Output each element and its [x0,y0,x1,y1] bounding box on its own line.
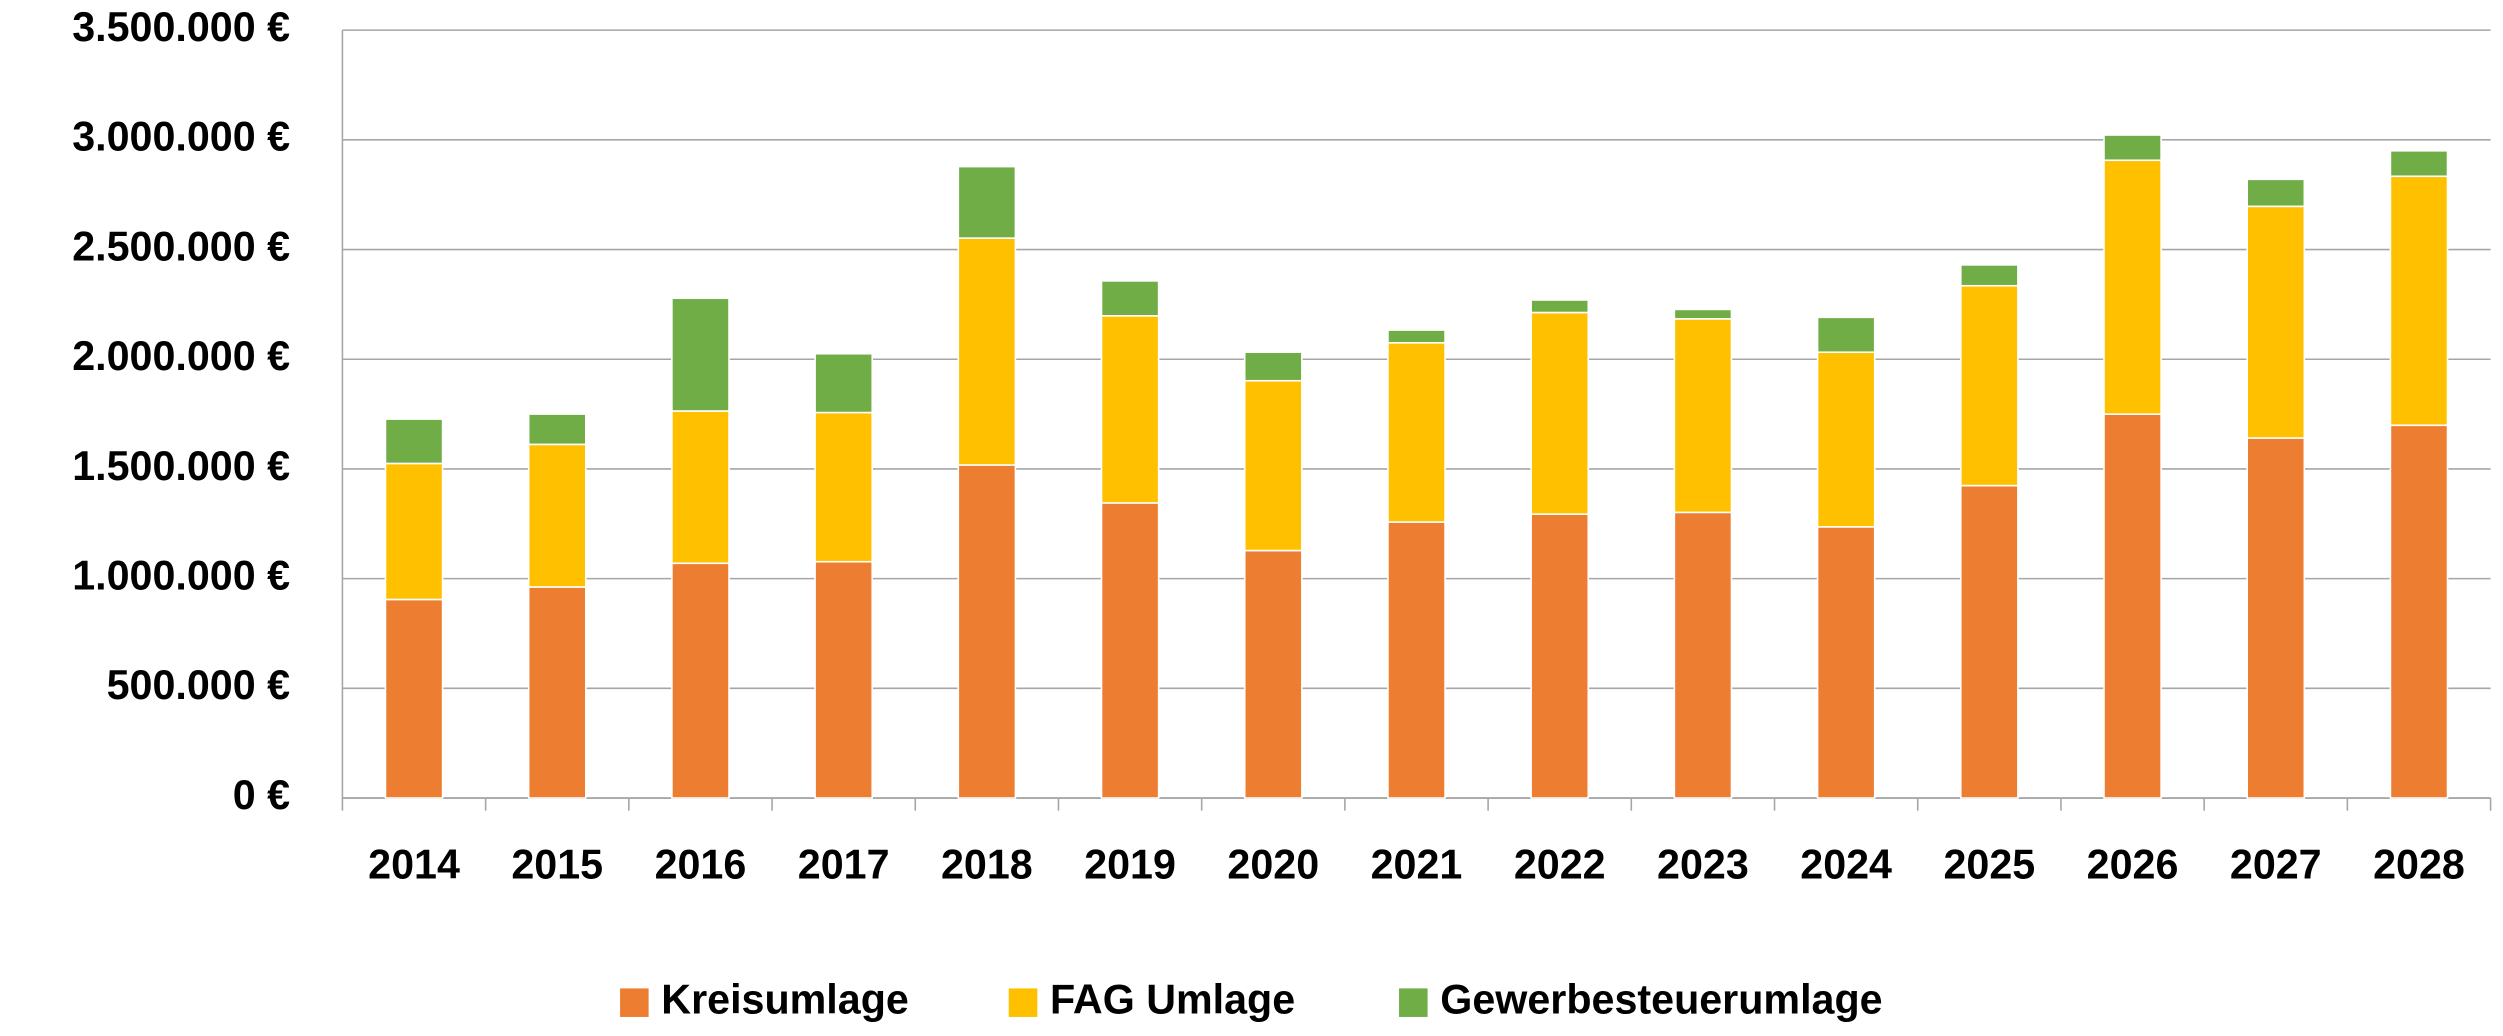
bar-segment [1243,379,1303,552]
y-tick-label: 3.000.000 € [72,114,290,160]
bar-segment [2246,178,2306,208]
bar-segment [1959,284,2019,487]
x-tick-label: 2025 [1943,842,2035,888]
bar-segment [957,165,1017,239]
x-tick-label: 2020 [1227,842,1319,888]
bar-segment [2103,413,2162,799]
x-tick-label: 2027 [2230,842,2322,888]
bar-segment [2103,134,2162,162]
bar-segment [671,297,730,412]
x-tick-label: 2019 [1084,842,1176,888]
x-tick-label: 2028 [2373,842,2465,888]
legend-label: Kreisumlage [661,977,909,1023]
bar-segment [957,237,1017,466]
x-tick-label: 2023 [1657,842,1749,888]
bar-segment [1387,521,1446,799]
bar-segment [1387,341,1446,523]
bar-segment [1243,549,1303,799]
bar-segment [1959,484,2019,799]
x-tick-label: 2018 [941,842,1033,888]
bar-segment [671,410,730,565]
bar-segment [2246,437,2306,799]
bar-segment [1100,315,1160,504]
bar-segment [814,352,874,414]
bar-segment [527,586,587,799]
bar-segment [1673,308,1733,320]
bar-segment [814,560,874,799]
bar-segment [1816,316,1876,354]
legend-swatch [620,988,649,1017]
bar-segment [1959,264,2019,287]
bar-segment [1530,299,1590,314]
bar-segment [384,462,444,601]
x-tick-label: 2026 [2087,842,2179,888]
bar-segment [1530,513,1590,799]
y-tick-label: 500.000 € [107,662,291,708]
y-tick-label: 1.000.000 € [72,553,290,599]
y-tick-label: 0 € [233,772,290,818]
x-tick-label: 2017 [798,842,890,888]
bar-segment [1816,351,1876,528]
bar-segment [671,562,730,799]
bar-segment [1673,318,1733,514]
bar-segment [527,413,587,446]
x-tick-label: 2014 [368,842,460,888]
x-tick-label: 2024 [1800,842,1892,888]
y-tick-label: 2.000.000 € [72,333,290,379]
bar-segment [384,598,444,799]
bar-segment [2389,175,2449,427]
bar-segment [1243,351,1303,382]
bar-segment [2246,205,2306,439]
bar-segment [1100,502,1160,799]
bar-segment [1530,311,1590,515]
y-tick-label: 3.500.000 € [72,4,290,50]
legend-label: FAG Umlage [1050,977,1295,1023]
legend-label: Gewerbesteuerumlage [1440,977,1882,1023]
y-tick-label: 1.500.000 € [72,443,290,489]
bar-segment [2103,159,2162,415]
bar-segment [1387,329,1446,344]
bar-segment [1100,280,1160,317]
x-tick-label: 2022 [1514,842,1606,888]
bar-segment [957,464,1017,799]
bar-segment [384,418,444,465]
legend-swatch [1008,988,1038,1017]
bar-segment [527,443,587,588]
x-tick-label: 2016 [655,842,747,888]
bar-segment [814,411,874,563]
y-tick-label: 2.500.000 € [72,223,290,269]
bar-segment [2389,424,2449,799]
bar-segment [2389,150,2449,178]
bar-segment [1816,526,1876,799]
x-tick-label: 2015 [511,842,603,888]
x-tick-label: 2021 [1371,842,1463,888]
legend-swatch [1399,988,1428,1017]
bar-segment [1673,511,1733,799]
